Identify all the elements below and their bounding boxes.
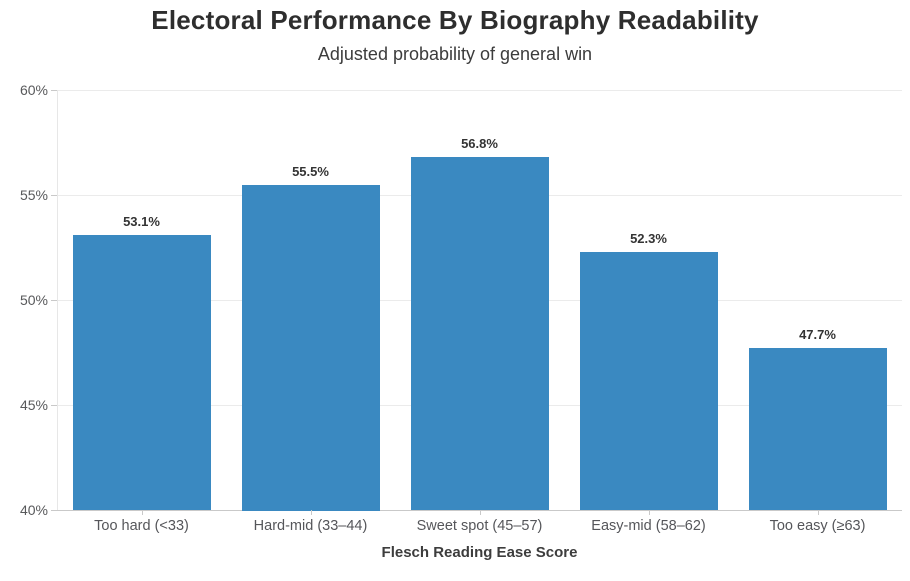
- bar-value-label: 52.3%: [630, 231, 667, 246]
- y-tick-mark: [51, 300, 57, 301]
- x-tick-label: Hard-mid (33–44): [253, 518, 368, 534]
- y-tick-label: 45%: [19, 397, 48, 413]
- bar: [73, 235, 211, 510]
- bar-value-label: 55.5%: [292, 164, 329, 179]
- x-tick-label: Sweet spot (45–57): [416, 518, 543, 534]
- x-tick-mark: [480, 510, 481, 515]
- x-tick-mark: [649, 510, 650, 515]
- chart-title: Electoral Performance By Biography Reada…: [151, 5, 759, 35]
- x-tick-label: Easy-mid (58–62): [591, 518, 706, 534]
- bar: [411, 157, 549, 510]
- x-axis-line: [57, 510, 902, 511]
- x-tick-mark: [142, 510, 143, 515]
- x-tick-label: Too hard (<33): [94, 518, 189, 534]
- x-axis-title: Flesch Reading Ease Score: [381, 544, 578, 561]
- y-tick-mark: [51, 405, 57, 406]
- bar-value-label: 56.8%: [461, 136, 498, 151]
- y-tick-mark: [51, 195, 57, 196]
- y-tick-label: 55%: [19, 187, 48, 203]
- y-tick-label: 40%: [19, 502, 48, 518]
- bar: [580, 252, 718, 510]
- y-tick-mark: [51, 90, 57, 91]
- x-tick-mark: [311, 510, 312, 515]
- bar: [242, 185, 380, 511]
- bar-value-label: 47.7%: [799, 327, 836, 342]
- y-tick-mark: [51, 510, 57, 511]
- bar: [749, 348, 887, 510]
- bar-value-label: 53.1%: [123, 214, 160, 229]
- gridline: [57, 90, 902, 91]
- y-axis-line: [57, 90, 58, 510]
- chart-subtitle: Adjusted probability of general win: [317, 44, 593, 64]
- y-tick-label: 60%: [19, 82, 48, 98]
- x-tick-mark: [818, 510, 819, 515]
- x-tick-label: Too easy (≥63): [769, 518, 866, 534]
- y-tick-label: 50%: [19, 292, 48, 308]
